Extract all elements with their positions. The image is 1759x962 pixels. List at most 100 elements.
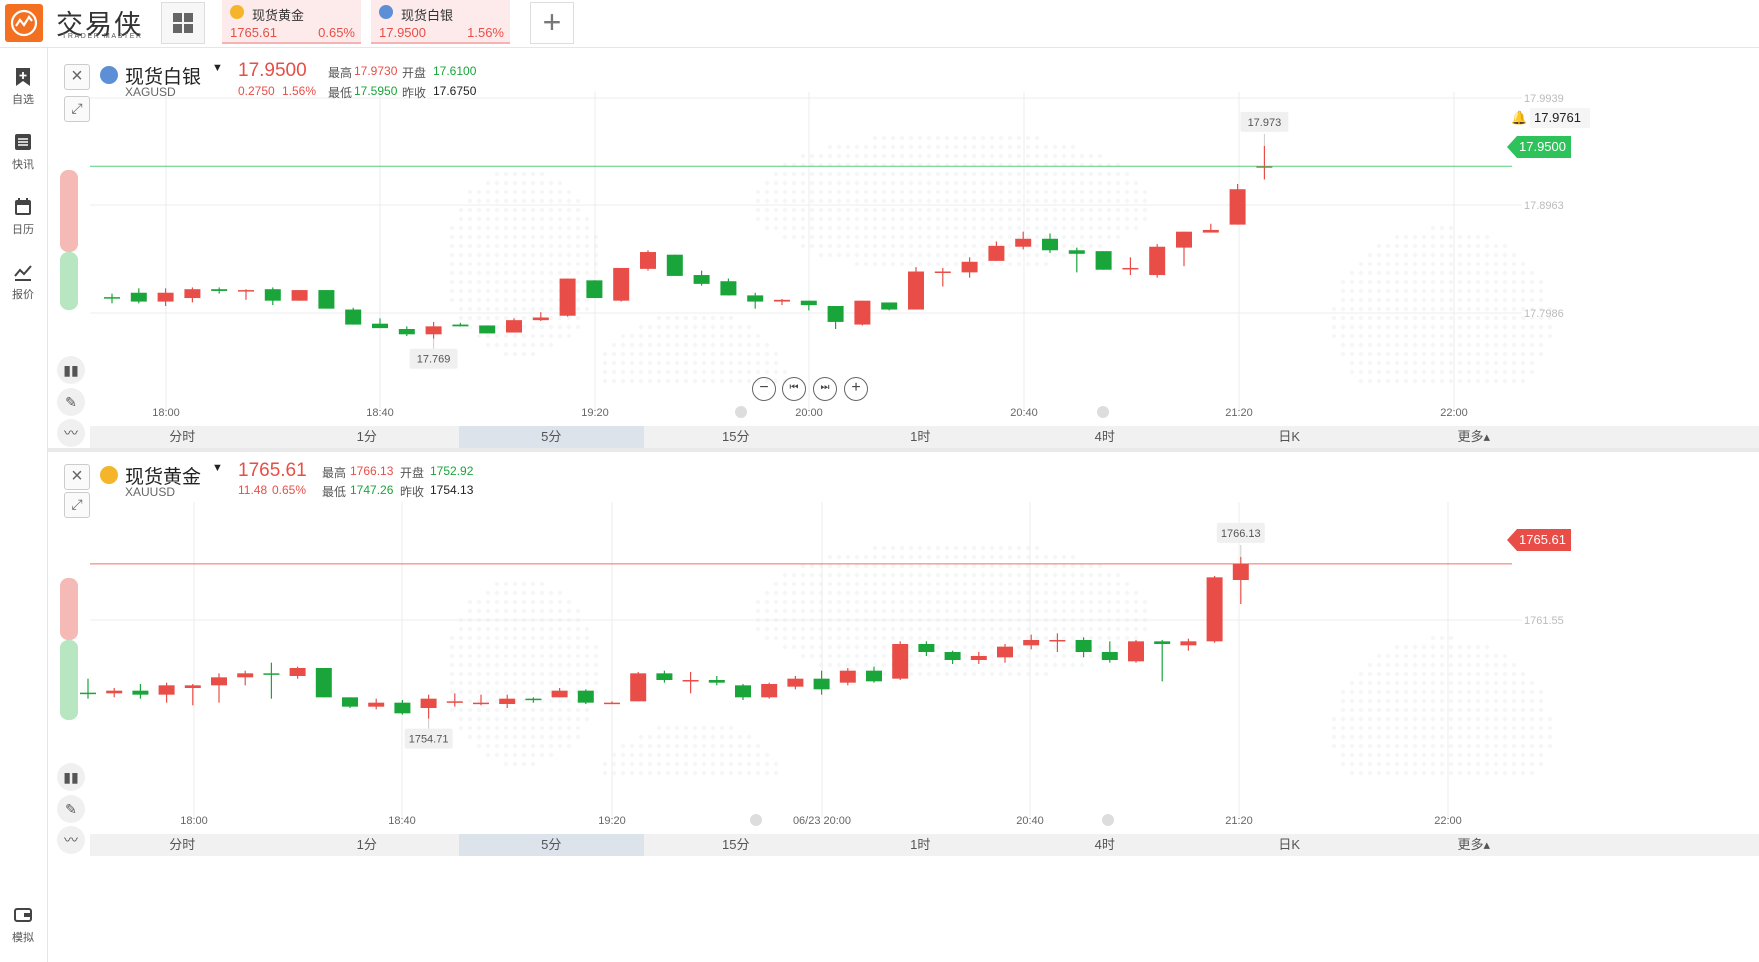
nav-item-news[interactable]: 快讯 xyxy=(0,123,46,177)
chart-type-icon[interactable]: 〰 xyxy=(57,419,85,447)
candle-body xyxy=(1232,563,1249,580)
high-value: 17.9730 xyxy=(354,64,398,78)
candle-body xyxy=(813,678,830,690)
scroll-start-icon[interactable]: ⏮ xyxy=(782,377,806,401)
timeframe-5[interactable]: 4时 xyxy=(1094,837,1115,852)
timeframe-2[interactable]: 5分 xyxy=(459,426,644,448)
alarm-bell-icon[interactable]: 🔔 xyxy=(1511,110,1528,125)
candle-body xyxy=(372,323,388,329)
indicator-icon[interactable]: ▮▮ xyxy=(57,356,85,384)
candle-body xyxy=(1101,652,1118,660)
candle-body xyxy=(693,275,710,284)
timeframe-7[interactable]: 更多▴ xyxy=(1457,429,1491,444)
panel-divider xyxy=(48,448,1759,452)
timeframe-4[interactable]: 1时 xyxy=(910,837,931,852)
change-percent: 0.65% xyxy=(272,483,307,497)
candle-body xyxy=(866,670,882,682)
nav-item-watchlist[interactable]: 自选 xyxy=(0,58,46,112)
x-axis-label: 21:20 xyxy=(1225,407,1253,419)
layout-grid-button[interactable] xyxy=(161,2,205,44)
change-percent: 1.56% xyxy=(282,84,317,98)
close-panel-button[interactable]: × xyxy=(64,464,90,490)
candle-body xyxy=(532,317,549,321)
tab-silver[interactable]: 现货白银 17.9500 1.56% xyxy=(371,0,510,44)
timeframe-4[interactable]: 1时 xyxy=(910,429,931,444)
calendar-icon xyxy=(15,198,31,215)
candle-body xyxy=(158,685,175,695)
candle-body xyxy=(184,289,201,299)
candle-body xyxy=(394,702,411,714)
silver-chart-panel: 17.9939 17.8963 17.7986 18:00 18:40 19:20 20:0… xyxy=(52,52,1759,500)
tab-silver-change: 1.56% xyxy=(467,25,504,40)
candle-body xyxy=(291,290,308,301)
expand-icon[interactable]: ⤢ xyxy=(64,492,90,518)
symbol-name[interactable]: 现货黄金 xyxy=(125,466,202,488)
timeframe-0[interactable]: 分时 xyxy=(169,837,196,852)
tab-gold-name: 现货黄金 xyxy=(252,8,305,23)
y-axis-label: 17.9939 xyxy=(1524,93,1564,105)
x-axis-label: 06/23 20:00 xyxy=(793,815,851,827)
marker-box xyxy=(1216,522,1265,543)
logo-subtitle: TRADER MASTER xyxy=(62,33,143,40)
open-value: 17.6100 xyxy=(433,64,477,78)
timeframe-0[interactable]: 分时 xyxy=(169,429,196,444)
max-price-marker: 17.973 xyxy=(1248,117,1282,129)
candle-body xyxy=(559,278,576,316)
nav-item-demo[interactable]: 模拟 xyxy=(0,896,46,950)
timeframe-1[interactable]: 1分 xyxy=(356,837,377,852)
candle-body xyxy=(800,300,817,306)
timeframe-3[interactable]: 15分 xyxy=(722,429,750,444)
symbol-dropdown-icon[interactable]: ▼ xyxy=(212,62,223,74)
scroll-handle xyxy=(750,814,762,826)
timeframe-6[interactable]: 日K xyxy=(1278,837,1301,852)
expand-icon[interactable]: ⤢ xyxy=(64,96,90,122)
candle-body xyxy=(1023,640,1040,646)
x-axis-label: 21:20 xyxy=(1225,815,1253,827)
candle-body xyxy=(479,325,496,334)
draw-pen-icon[interactable]: ✎ xyxy=(57,795,85,823)
candle-body xyxy=(1075,640,1092,652)
candle-body xyxy=(106,690,123,694)
gold-candlestick-chart[interactable]: 1761.55 18:00 18:40 19:20 06/23 20:00 20:40 21… xyxy=(52,452,1759,962)
timeframe-7[interactable]: 更多▴ xyxy=(1457,837,1491,852)
candle-body xyxy=(1180,641,1197,646)
zoom-out-icon[interactable]: − xyxy=(752,377,776,401)
nav-label: 模拟 xyxy=(12,932,34,944)
top-bar: 交易侠 TRADER MASTER 现货黄金 1765.61 0.65% 现货白… xyxy=(0,0,1759,48)
symbol-dropdown-icon[interactable]: ▼ xyxy=(212,462,223,474)
strength-bar-down xyxy=(60,640,78,720)
nav-item-quotes[interactable]: 报价 xyxy=(0,253,46,307)
gold-coin-icon xyxy=(100,466,118,484)
candle-body xyxy=(1149,246,1166,276)
candle-body xyxy=(586,280,603,299)
gold-coin-icon xyxy=(230,5,244,19)
zoom-in-icon[interactable]: + xyxy=(844,377,868,401)
add-tab-button[interactable]: + xyxy=(530,2,574,44)
tab-gold-price: 1765.61 xyxy=(230,25,277,40)
candle-body xyxy=(104,297,120,299)
scroll-end-icon[interactable]: ⏭ xyxy=(813,377,837,401)
candle-body xyxy=(184,685,201,688)
current-price-tag: 1765.61 xyxy=(1507,529,1571,551)
timeframe-6[interactable]: 日K xyxy=(1278,429,1301,444)
candle-body xyxy=(1176,231,1192,248)
timeframe-1[interactable]: 1分 xyxy=(356,429,377,444)
draw-pen-icon[interactable]: ✎ xyxy=(57,388,85,416)
marker-box xyxy=(409,348,458,369)
candle-body xyxy=(787,678,804,687)
tab-gold[interactable]: 现货黄金 1765.61 0.65% xyxy=(222,0,361,44)
timeframe-5[interactable]: 4时 xyxy=(1094,429,1115,444)
change-value: 0.2750 xyxy=(238,84,275,98)
news-icon xyxy=(15,134,31,150)
timeframe-bar: 分时 1分 5分 15分 1时 4时 日K 更多▴ xyxy=(90,834,1759,856)
close-panel-button[interactable]: × xyxy=(64,64,90,90)
chart-type-icon[interactable]: 〰 xyxy=(57,826,85,854)
silver-candlestick-chart[interactable]: 17.9939 17.8963 17.7986 18:00 18:40 19:20 20:0… xyxy=(52,52,1759,500)
indicator-icon[interactable]: ▮▮ xyxy=(57,763,85,791)
timeframe-3[interactable]: 15分 xyxy=(722,837,750,852)
nav-item-calendar[interactable]: 日历 xyxy=(0,188,46,242)
symbol-name[interactable]: 现货白银 xyxy=(125,66,202,88)
timeframe-2[interactable]: 5分 xyxy=(459,834,644,856)
x-axis-label: 19:20 xyxy=(581,407,609,419)
